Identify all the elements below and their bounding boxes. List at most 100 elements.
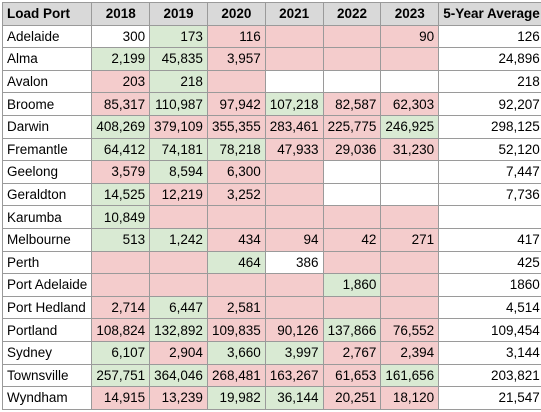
value-cell-2019[interactable] [149,205,208,229]
value-cell-2021[interactable] [264,69,324,94]
value-cell-2021[interactable]: 107,218 [264,92,324,116]
value-cell-2020[interactable] [206,69,266,94]
value-cell-2020[interactable] [206,273,266,297]
value-cell-2018[interactable]: 6,107 [91,340,151,365]
value-cell-2022[interactable]: 1,860 [322,273,382,297]
value-cell-2023[interactable] [380,205,440,229]
value-cell-2020[interactable]: 109,835 [206,318,266,342]
value-cell-2023[interactable]: 2,394 [380,340,440,365]
value-cell-2022[interactable] [322,182,382,207]
five-year-average-cell[interactable]: 52,120 [438,137,541,162]
value-cell-2022[interactable] [322,295,382,320]
value-cell-2021[interactable] [264,182,324,207]
five-year-average-cell[interactable]: 203,821 [438,363,541,388]
load-port-cell[interactable]: Alma [1,47,93,71]
value-cell-2023[interactable] [380,160,440,184]
value-cell-2020[interactable]: 116 [206,24,266,49]
value-cell-2018[interactable]: 14,915 [91,386,151,410]
col-header-2020[interactable]: 2020 [206,2,266,26]
value-cell-2019[interactable]: 379,109 [149,114,208,139]
value-cell-2023[interactable] [380,250,440,275]
value-cell-2021[interactable] [264,205,324,229]
five-year-average-cell[interactable]: 218 [438,69,541,94]
value-cell-2022[interactable]: 20,251 [322,386,382,410]
col-header-2021[interactable]: 2021 [264,2,324,26]
load-port-cell[interactable]: Port Hedland [1,295,93,320]
load-port-cell[interactable]: Avalon [1,69,93,94]
value-cell-2023[interactable]: 31,230 [380,137,440,162]
value-cell-2023[interactable] [380,295,440,320]
value-cell-2019[interactable]: 132,892 [149,318,208,342]
value-cell-2021[interactable]: 3,997 [264,340,324,365]
value-cell-2019[interactable]: 173 [149,24,208,49]
load-port-cell[interactable]: Adelaide [1,24,93,49]
load-port-cell[interactable]: Melbourne [1,227,93,252]
value-cell-2019[interactable]: 45,835 [149,47,208,71]
load-port-cell[interactable]: Townsville [1,363,93,388]
value-cell-2019[interactable]: 218 [149,69,208,94]
value-cell-2020[interactable]: 2,581 [206,295,266,320]
value-cell-2020[interactable]: 19,982 [206,386,266,410]
value-cell-2018[interactable]: 2,714 [91,295,151,320]
five-year-average-cell[interactable]: 4,514 [438,295,541,320]
value-cell-2020[interactable] [206,205,266,229]
five-year-average-cell[interactable]: 126 [438,24,541,49]
value-cell-2019[interactable]: 6,447 [149,295,208,320]
value-cell-2019[interactable]: 8,594 [149,160,208,184]
value-cell-2021[interactable]: 90,126 [264,318,324,342]
value-cell-2020[interactable]: 464 [206,250,266,275]
value-cell-2021[interactable] [264,295,324,320]
value-cell-2022[interactable] [322,205,382,229]
value-cell-2018[interactable]: 14,525 [91,182,151,207]
load-port-cell[interactable]: Perth [1,250,93,275]
value-cell-2020[interactable]: 268,481 [206,363,266,388]
value-cell-2023[interactable] [380,69,440,94]
value-cell-2018[interactable]: 408,269 [91,114,151,139]
value-cell-2021[interactable] [264,47,324,71]
col-header-2022[interactable]: 2022 [322,2,382,26]
value-cell-2019[interactable]: 364,046 [149,363,208,388]
five-year-average-cell[interactable]: 3,144 [438,340,541,365]
five-year-average-cell[interactable]: 298,125 [438,114,541,139]
value-cell-2018[interactable]: 2,199 [91,47,151,71]
value-cell-2022[interactable]: 42 [322,227,382,252]
value-cell-2019[interactable] [149,250,208,275]
load-port-cell[interactable]: Port Adelaide [1,273,93,297]
five-year-average-cell[interactable]: 7,447 [438,160,541,184]
value-cell-2019[interactable] [149,273,208,297]
value-cell-2021[interactable]: 163,267 [264,363,324,388]
value-cell-2021[interactable]: 283,461 [264,114,324,139]
value-cell-2023[interactable]: 271 [380,227,440,252]
value-cell-2020[interactable]: 3,660 [206,340,266,365]
value-cell-2022[interactable]: 137,866 [322,318,382,342]
value-cell-2022[interactable]: 61,653 [322,363,382,388]
value-cell-2018[interactable]: 108,824 [91,318,151,342]
value-cell-2022[interactable] [322,250,382,275]
value-cell-2021[interactable]: 386 [264,250,324,275]
value-cell-2023[interactable]: 18,120 [380,386,440,410]
value-cell-2020[interactable]: 78,218 [206,137,266,162]
value-cell-2023[interactable]: 161,656 [380,363,440,388]
load-port-cell[interactable]: Geelong [1,160,93,184]
value-cell-2019[interactable]: 110,987 [149,92,208,116]
col-header-2018[interactable]: 2018 [91,2,151,26]
five-year-average-cell[interactable]: 425 [438,250,541,275]
value-cell-2022[interactable] [322,69,382,94]
value-cell-2018[interactable]: 3,579 [91,160,151,184]
value-cell-2021[interactable] [264,160,324,184]
load-port-cell[interactable]: Karumba [1,205,93,229]
load-port-cell[interactable]: Darwin [1,114,93,139]
value-cell-2020[interactable]: 355,355 [206,114,266,139]
value-cell-2021[interactable]: 36,144 [264,386,324,410]
value-cell-2018[interactable] [91,273,151,297]
value-cell-2018[interactable]: 257,751 [91,363,151,388]
five-year-average-cell[interactable]: 92,207 [438,92,541,116]
value-cell-2023[interactable] [380,273,440,297]
value-cell-2023[interactable]: 90 [380,24,440,49]
value-cell-2018[interactable]: 203 [91,69,151,94]
value-cell-2022[interactable]: 225,775 [322,114,382,139]
load-port-cell[interactable]: Fremantle [1,137,93,162]
value-cell-2021[interactable] [264,273,324,297]
value-cell-2020[interactable]: 3,252 [206,182,266,207]
value-cell-2021[interactable] [264,24,324,49]
